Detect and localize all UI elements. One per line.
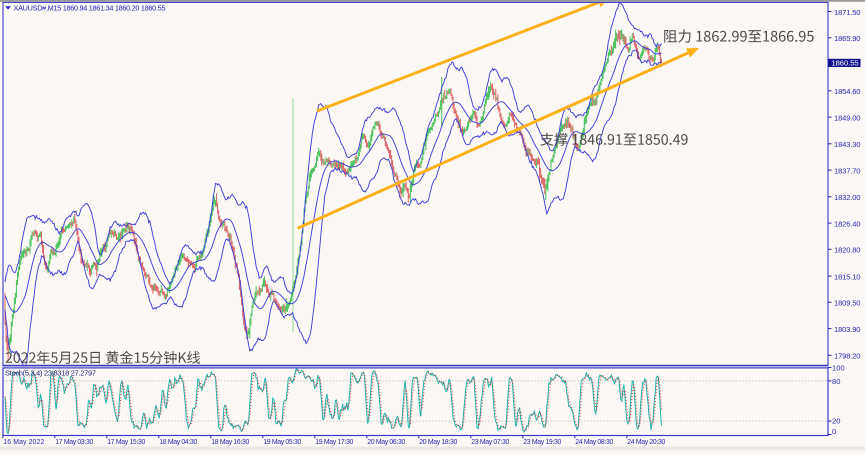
- svg-text:1849.00: 1849.00: [834, 113, 861, 122]
- svg-text:20 May 18:30: 20 May 18:30: [419, 439, 457, 446]
- svg-text:1826.40: 1826.40: [834, 219, 861, 228]
- svg-text:24 May 08:30: 24 May 08:30: [575, 439, 613, 446]
- svg-text:19 May 17:30: 19 May 17:30: [315, 439, 353, 446]
- svg-text:1871.50: 1871.50: [834, 8, 861, 17]
- svg-text:20 May 06:30: 20 May 06:30: [367, 439, 405, 446]
- svg-text:1809.50: 1809.50: [834, 299, 861, 308]
- svg-text:100: 100: [832, 364, 845, 373]
- svg-text:17 May 15:30: 17 May 15:30: [107, 439, 145, 446]
- svg-text:1837.70: 1837.70: [834, 166, 861, 175]
- svg-text:17 May 03:30: 17 May 03:30: [55, 439, 93, 446]
- svg-text:1798.20: 1798.20: [834, 352, 861, 361]
- svg-text:1803.90: 1803.90: [834, 325, 861, 334]
- svg-text:18 May 04:30: 18 May 04:30: [159, 439, 197, 446]
- svg-text:24 May 20:30: 24 May 20:30: [627, 439, 665, 446]
- svg-text:16 May 2022: 16 May 2022: [3, 439, 44, 446]
- svg-text:1815.10: 1815.10: [834, 272, 861, 281]
- svg-text:1820.80: 1820.80: [834, 246, 861, 255]
- svg-text:XAUUSD#,M15 1860.94 1861.34 1: XAUUSD#,M15 1860.94 1861.34 1860.20 1860…: [14, 4, 166, 13]
- svg-text:1860.55: 1860.55: [832, 59, 859, 68]
- svg-text:20: 20: [832, 416, 840, 425]
- svg-text:23 May 19:30: 23 May 19:30: [523, 439, 561, 446]
- svg-text:1865.90: 1865.90: [834, 34, 861, 43]
- svg-text:23 May 07:30: 23 May 07:30: [471, 439, 509, 446]
- svg-text:80: 80: [832, 377, 840, 386]
- svg-text:1854.60: 1854.60: [834, 87, 861, 96]
- svg-text:18 May 16:30: 18 May 16:30: [211, 439, 249, 446]
- svg-text:1843.30: 1843.30: [834, 140, 861, 149]
- svg-text:1832.00: 1832.00: [834, 193, 861, 202]
- svg-text:Stoch(5,3,4) 23.8318 27.2797: Stoch(5,3,4) 23.8318 27.2797: [5, 368, 96, 377]
- svg-text:0: 0: [832, 427, 836, 436]
- svg-text:19 May 05:30: 19 May 05:30: [263, 439, 301, 446]
